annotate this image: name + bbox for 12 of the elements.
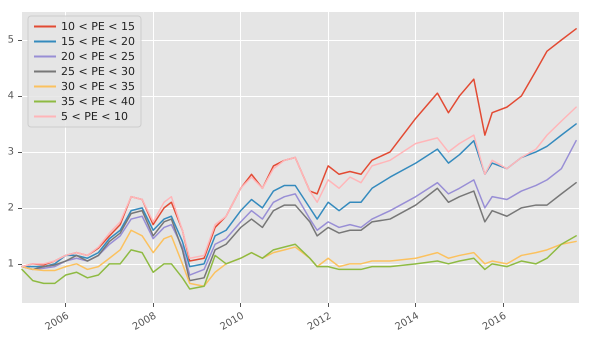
- y-tick-label: 1: [8, 258, 14, 270]
- legend-label: 35 < PE < 40: [61, 95, 135, 108]
- y-tick-label: 5: [8, 34, 14, 46]
- legend-label: 5 < PE < 10: [61, 110, 128, 123]
- legend-label: 25 < PE < 30: [61, 65, 135, 78]
- legend-label: 20 < PE < 25: [61, 50, 135, 63]
- legend-label: 15 < PE < 20: [61, 35, 135, 48]
- y-tick-label: 3: [8, 146, 14, 158]
- legend-label: 10 < PE < 15: [61, 20, 135, 33]
- y-tick-label: 4: [8, 90, 14, 102]
- y-tick-label: 2: [8, 202, 14, 214]
- legend-label: 30 < PE < 35: [61, 80, 135, 93]
